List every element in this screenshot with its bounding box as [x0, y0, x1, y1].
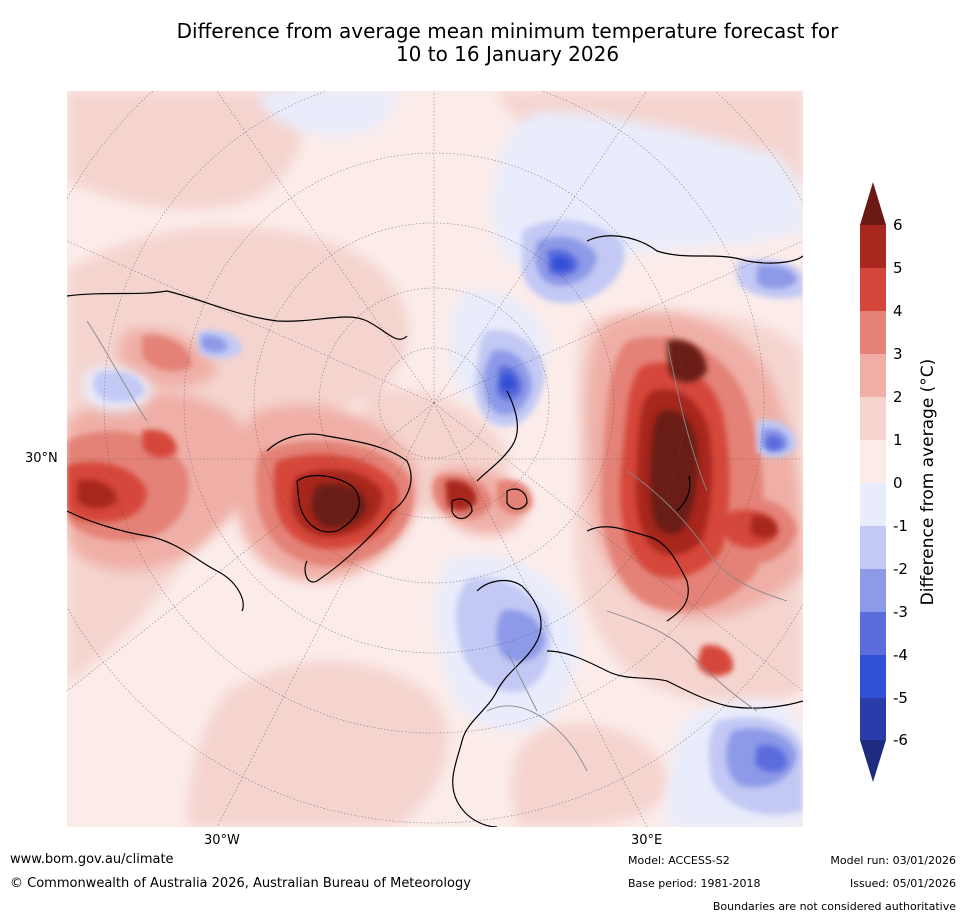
colorbar-band-4-5 — [860, 268, 886, 311]
colorbar-tick-3: 3 — [893, 345, 903, 363]
colorbar-tick-6: 6 — [893, 216, 903, 234]
map-title-line2: 10 to 16 January 2026 — [395, 42, 620, 66]
anomaly-band-above-6 — [311, 339, 707, 535]
colorbar-top-arrow — [860, 182, 886, 225]
colorbar-tick-2: 2 — [893, 388, 903, 406]
anomaly-map-svg — [67, 91, 803, 827]
colorbar-tick-minus3: -3 — [893, 603, 908, 621]
colorbar-band-minus6-minus5 — [860, 698, 886, 740]
colorbar-tick-4: 4 — [893, 302, 903, 320]
colorbar-tick-5: 5 — [893, 259, 903, 277]
borders — [86, 320, 788, 772]
colorbar — [860, 182, 886, 782]
colorbar-tick-0: 0 — [893, 474, 903, 492]
anomaly-band-minus5-minus4 — [500, 256, 572, 392]
anomaly-map[interactable] — [67, 91, 803, 827]
colorbar-band-minus4-minus3 — [860, 612, 886, 655]
footer-model: Model: ACCESS-S2 — [628, 854, 730, 867]
footer-boundaries-note: Boundaries are not considered authoritat… — [712, 900, 956, 913]
footer-url[interactable]: www.bom.gov.au/climate — [10, 852, 174, 867]
footer-base-period: Base period: 1981-2018 — [628, 877, 761, 890]
colorbar-tick-minus6: -6 — [893, 731, 908, 749]
footer-copyright: © Commonwealth of Australia 2026, Austra… — [10, 876, 471, 891]
lon-label-30w: 30°W — [204, 833, 240, 848]
colorbar-band-5-6 — [860, 225, 886, 268]
map-title: Difference from average mean minimum tem… — [0, 20, 965, 66]
footer-issued: Issued: 05/01/2026 — [849, 877, 956, 890]
colorbar-tick-1: 1 — [893, 431, 903, 449]
colorbar-band-2-3 — [860, 354, 886, 397]
colorbar-tick-minus2: -2 — [893, 560, 908, 578]
graticule — [67, 91, 803, 827]
map-title-line1: Difference from average mean minimum tem… — [176, 19, 839, 43]
colorbar-band-1-2 — [860, 397, 886, 440]
colorbar-band-minus3-minus2 — [860, 569, 886, 612]
colorbar-bottom-arrow — [860, 740, 886, 782]
colorbar-band-minus5-minus4 — [860, 655, 886, 698]
lon-label-30e: 30°E — [631, 833, 663, 848]
colorbar-band-0-1 — [860, 440, 886, 483]
colorbar-band-minus1-0 — [860, 483, 886, 526]
footer-model-run: Model run: 03/01/2026 — [830, 854, 956, 867]
lat-label-30n: 30°N — [25, 451, 58, 466]
colorbar-tick-minus4: -4 — [893, 646, 908, 664]
colorbar-tick-minus1: -1 — [893, 517, 908, 535]
colorbar-tick-minus5: -5 — [893, 689, 908, 707]
colorbar-band-3-4 — [860, 311, 886, 354]
colorbar-band-minus2-minus1 — [860, 526, 886, 569]
coastlines — [67, 235, 803, 827]
colorbar-title: Difference from average (°C) — [918, 358, 938, 606]
